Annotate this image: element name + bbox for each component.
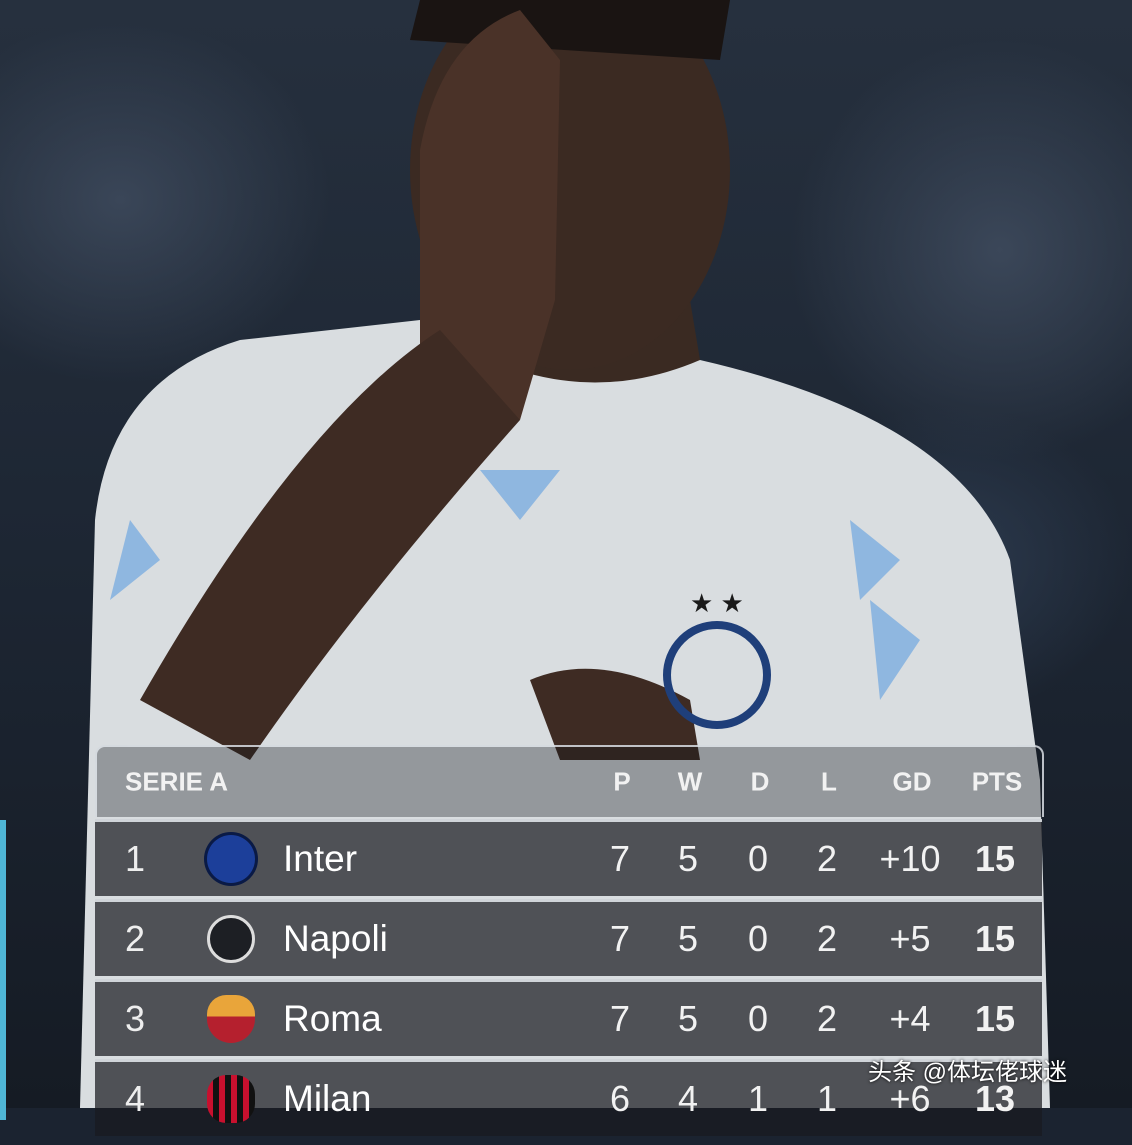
won: 5 — [677, 838, 699, 879]
points: 15 — [974, 998, 1016, 1039]
points: 15 — [974, 918, 1016, 959]
col-pts: PTS — [971, 766, 1023, 797]
table-row: 1 Inter 7 5 0 2 +10 15 — [95, 819, 1042, 896]
rank: 4 — [125, 1078, 146, 1119]
team-name: Roma — [283, 998, 382, 1039]
lost: 2 — [816, 918, 838, 959]
milan-crest-icon — [207, 1075, 255, 1123]
napoli-crest-icon — [207, 915, 255, 963]
table-row: 2 Napoli 7 5 0 2 +5 15 — [95, 899, 1042, 976]
played: 7 — [609, 918, 631, 959]
lost: 2 — [816, 838, 838, 879]
col-d: D — [750, 766, 770, 797]
drawn: 1 — [747, 1078, 769, 1119]
col-gd: GD — [892, 766, 932, 797]
won: 5 — [677, 998, 699, 1039]
league-title: SERIE A — [125, 766, 229, 797]
rank: 2 — [125, 918, 146, 959]
points: 15 — [974, 838, 1016, 879]
lost: 2 — [816, 998, 838, 1039]
lost: 1 — [816, 1078, 838, 1119]
team-name: Milan — [283, 1078, 372, 1119]
played: 7 — [609, 998, 631, 1039]
roma-crest-icon — [207, 995, 255, 1043]
standings-table: SERIE A P W D L GD PTS 1 Inter 7 5 0 2 +… — [95, 745, 1044, 1145]
rank: 1 — [125, 838, 146, 879]
col-p: P — [613, 766, 631, 797]
goal-difference: +4 — [889, 998, 931, 1039]
inter-crest-icon — [207, 835, 255, 883]
table-accent-bar — [0, 820, 6, 1120]
table-row: 3 Roma 7 5 0 2 +4 15 — [95, 979, 1042, 1056]
drawn: 0 — [747, 918, 769, 959]
played: 6 — [609, 1078, 631, 1119]
drawn: 0 — [747, 838, 769, 879]
col-w: W — [677, 766, 703, 797]
played: 7 — [609, 838, 631, 879]
drawn: 0 — [747, 998, 769, 1039]
team-name: Napoli — [283, 918, 388, 959]
table-header: SERIE A P W D L GD PTS — [95, 745, 1044, 817]
won: 4 — [677, 1078, 699, 1119]
rank: 3 — [125, 998, 146, 1039]
col-l: L — [821, 766, 837, 797]
won: 5 — [677, 918, 699, 959]
watermark: 头条 @体坛佬球迷 — [868, 1059, 1068, 1086]
team-name: Inter — [283, 838, 358, 879]
goal-difference: +5 — [889, 918, 931, 959]
goal-difference: +10 — [879, 838, 941, 879]
svg-text:★ ★: ★ ★ — [690, 588, 744, 618]
